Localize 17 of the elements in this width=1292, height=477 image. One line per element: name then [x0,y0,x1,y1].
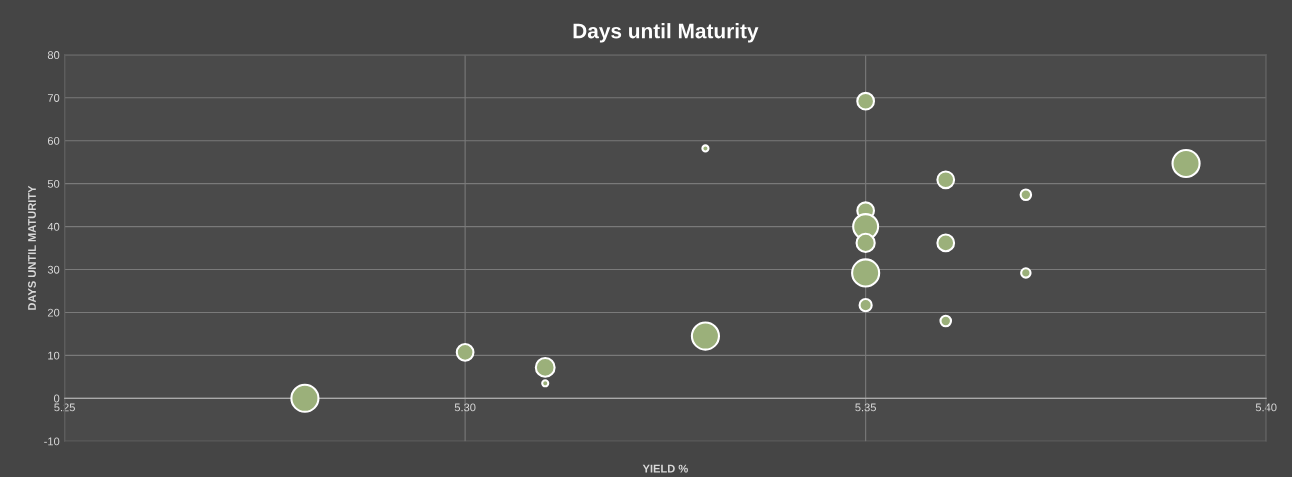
x-tick-label: 5.40 [1255,403,1277,412]
y-tick-label: 30 [47,265,60,274]
y-tick-label: -10 [44,437,60,446]
y-tick-label: 80 [47,51,60,59]
y-tick-label: 70 [47,94,60,102]
chart-title: Days until Maturity [573,23,759,43]
x-axis-title: YIELD % [642,464,688,473]
y-tick-label: 40 [47,222,60,231]
y-tick-label: 0 [53,394,60,403]
y-tick-label: 20 [47,308,60,317]
y-axis-title: DAYS UNTIL MATURITY [28,185,36,310]
x-tick-label: 5.35 [855,403,876,412]
x-tick-label: 5.30 [454,403,476,412]
y-tick-label: 50 [47,179,60,188]
x-tick-label: 5.25 [54,403,75,412]
y-tick-label: 60 [47,136,60,145]
y-tick-label: 10 [48,351,60,360]
